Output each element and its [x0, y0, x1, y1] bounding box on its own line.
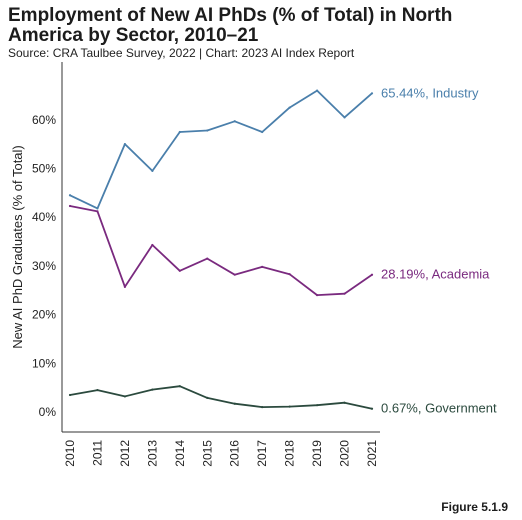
end-label-academia: 28.19%, Academia: [381, 267, 490, 282]
data-point-academia: [261, 265, 264, 268]
y-tick-label: 20%: [32, 308, 56, 322]
data-point-industry: [123, 143, 127, 146]
data-point-government: [288, 405, 291, 408]
x-tick-label: 2021: [365, 440, 379, 467]
data-point-government: [370, 407, 374, 410]
data-point-industry: [206, 129, 209, 132]
data-point-government: [178, 385, 181, 388]
y-tick-label: 40%: [32, 210, 56, 224]
y-tick-label: 30%: [32, 259, 56, 273]
data-point-industry: [178, 130, 181, 134]
data-point-industry: [370, 92, 374, 95]
data-point-industry: [96, 207, 99, 210]
data-point-industry: [288, 106, 291, 109]
x-tick-label: 2012: [118, 440, 132, 467]
series-layer: [68, 89, 374, 410]
data-point-government: [68, 393, 72, 397]
series-line-academia: [69, 205, 373, 297]
data-point-government: [96, 388, 99, 392]
data-point-government: [315, 404, 319, 407]
x-tick-label: 2019: [310, 440, 324, 467]
data-point-government: [343, 401, 346, 404]
y-tick-label: 0%: [39, 405, 57, 419]
y-tick-label: 10%: [32, 356, 56, 370]
data-point-academia: [68, 204, 72, 208]
x-tick-label: 2011: [90, 440, 104, 466]
x-tick-label: 2020: [338, 440, 352, 467]
y-axis-label: New AI PhD Graduates (% of Total): [10, 145, 25, 349]
data-point-academia: [343, 292, 346, 295]
chart-source: Source: CRA Taulbee Survey, 2022 | Chart…: [8, 46, 355, 60]
chart-title: Employment of New AI PhDs (% of Total) i…: [8, 5, 453, 46]
x-tick-label: 2018: [283, 440, 297, 467]
data-point-industry: [233, 120, 236, 123]
x-tick-label: 2017: [255, 440, 269, 467]
data-point-industry: [151, 169, 154, 173]
end-label-government: 0.67%, Government: [381, 401, 497, 416]
data-point-industry: [343, 116, 346, 119]
data-point-industry: [261, 130, 264, 134]
data-point-academia: [151, 243, 154, 247]
data-point-government: [123, 395, 127, 398]
data-point-government: [206, 396, 209, 399]
figure-label: Figure 5.1.9: [441, 500, 508, 514]
data-point-academia: [233, 273, 236, 276]
data-point-academia: [288, 273, 291, 276]
data-point-academia: [315, 294, 319, 297]
data-point-government: [233, 402, 236, 405]
y-tick-label: 50%: [32, 162, 56, 176]
end-label-industry: 65.44%, Industry: [381, 85, 479, 100]
x-tick-label: 2016: [228, 440, 242, 467]
series-line-government: [69, 385, 373, 410]
data-point-industry: [68, 194, 72, 197]
series-line-industry: [69, 89, 373, 210]
data-point-government: [261, 406, 264, 409]
data-point-government: [151, 388, 154, 391]
data-point-academia: [206, 257, 209, 260]
y-tick-label: 60%: [32, 113, 56, 127]
data-point-academia: [370, 273, 374, 276]
x-tick-label: 2014: [173, 440, 187, 467]
x-tick-label: 2015: [200, 440, 214, 467]
data-point-academia: [123, 285, 127, 288]
data-point-academia: [96, 210, 99, 213]
data-point-industry: [315, 89, 319, 92]
x-tick-label: 2010: [63, 440, 77, 467]
chart-axes: 0% 10% 20% 30% 40% 50% 60% 2010 2011 2012 2013 2014…: [10, 62, 380, 467]
labels-layer: 65.44%, Industry 28.19%, Academia 0.67%, G…: [381, 85, 497, 415]
data-point-academia: [178, 269, 181, 272]
x-tick-label: 2013: [145, 440, 159, 467]
